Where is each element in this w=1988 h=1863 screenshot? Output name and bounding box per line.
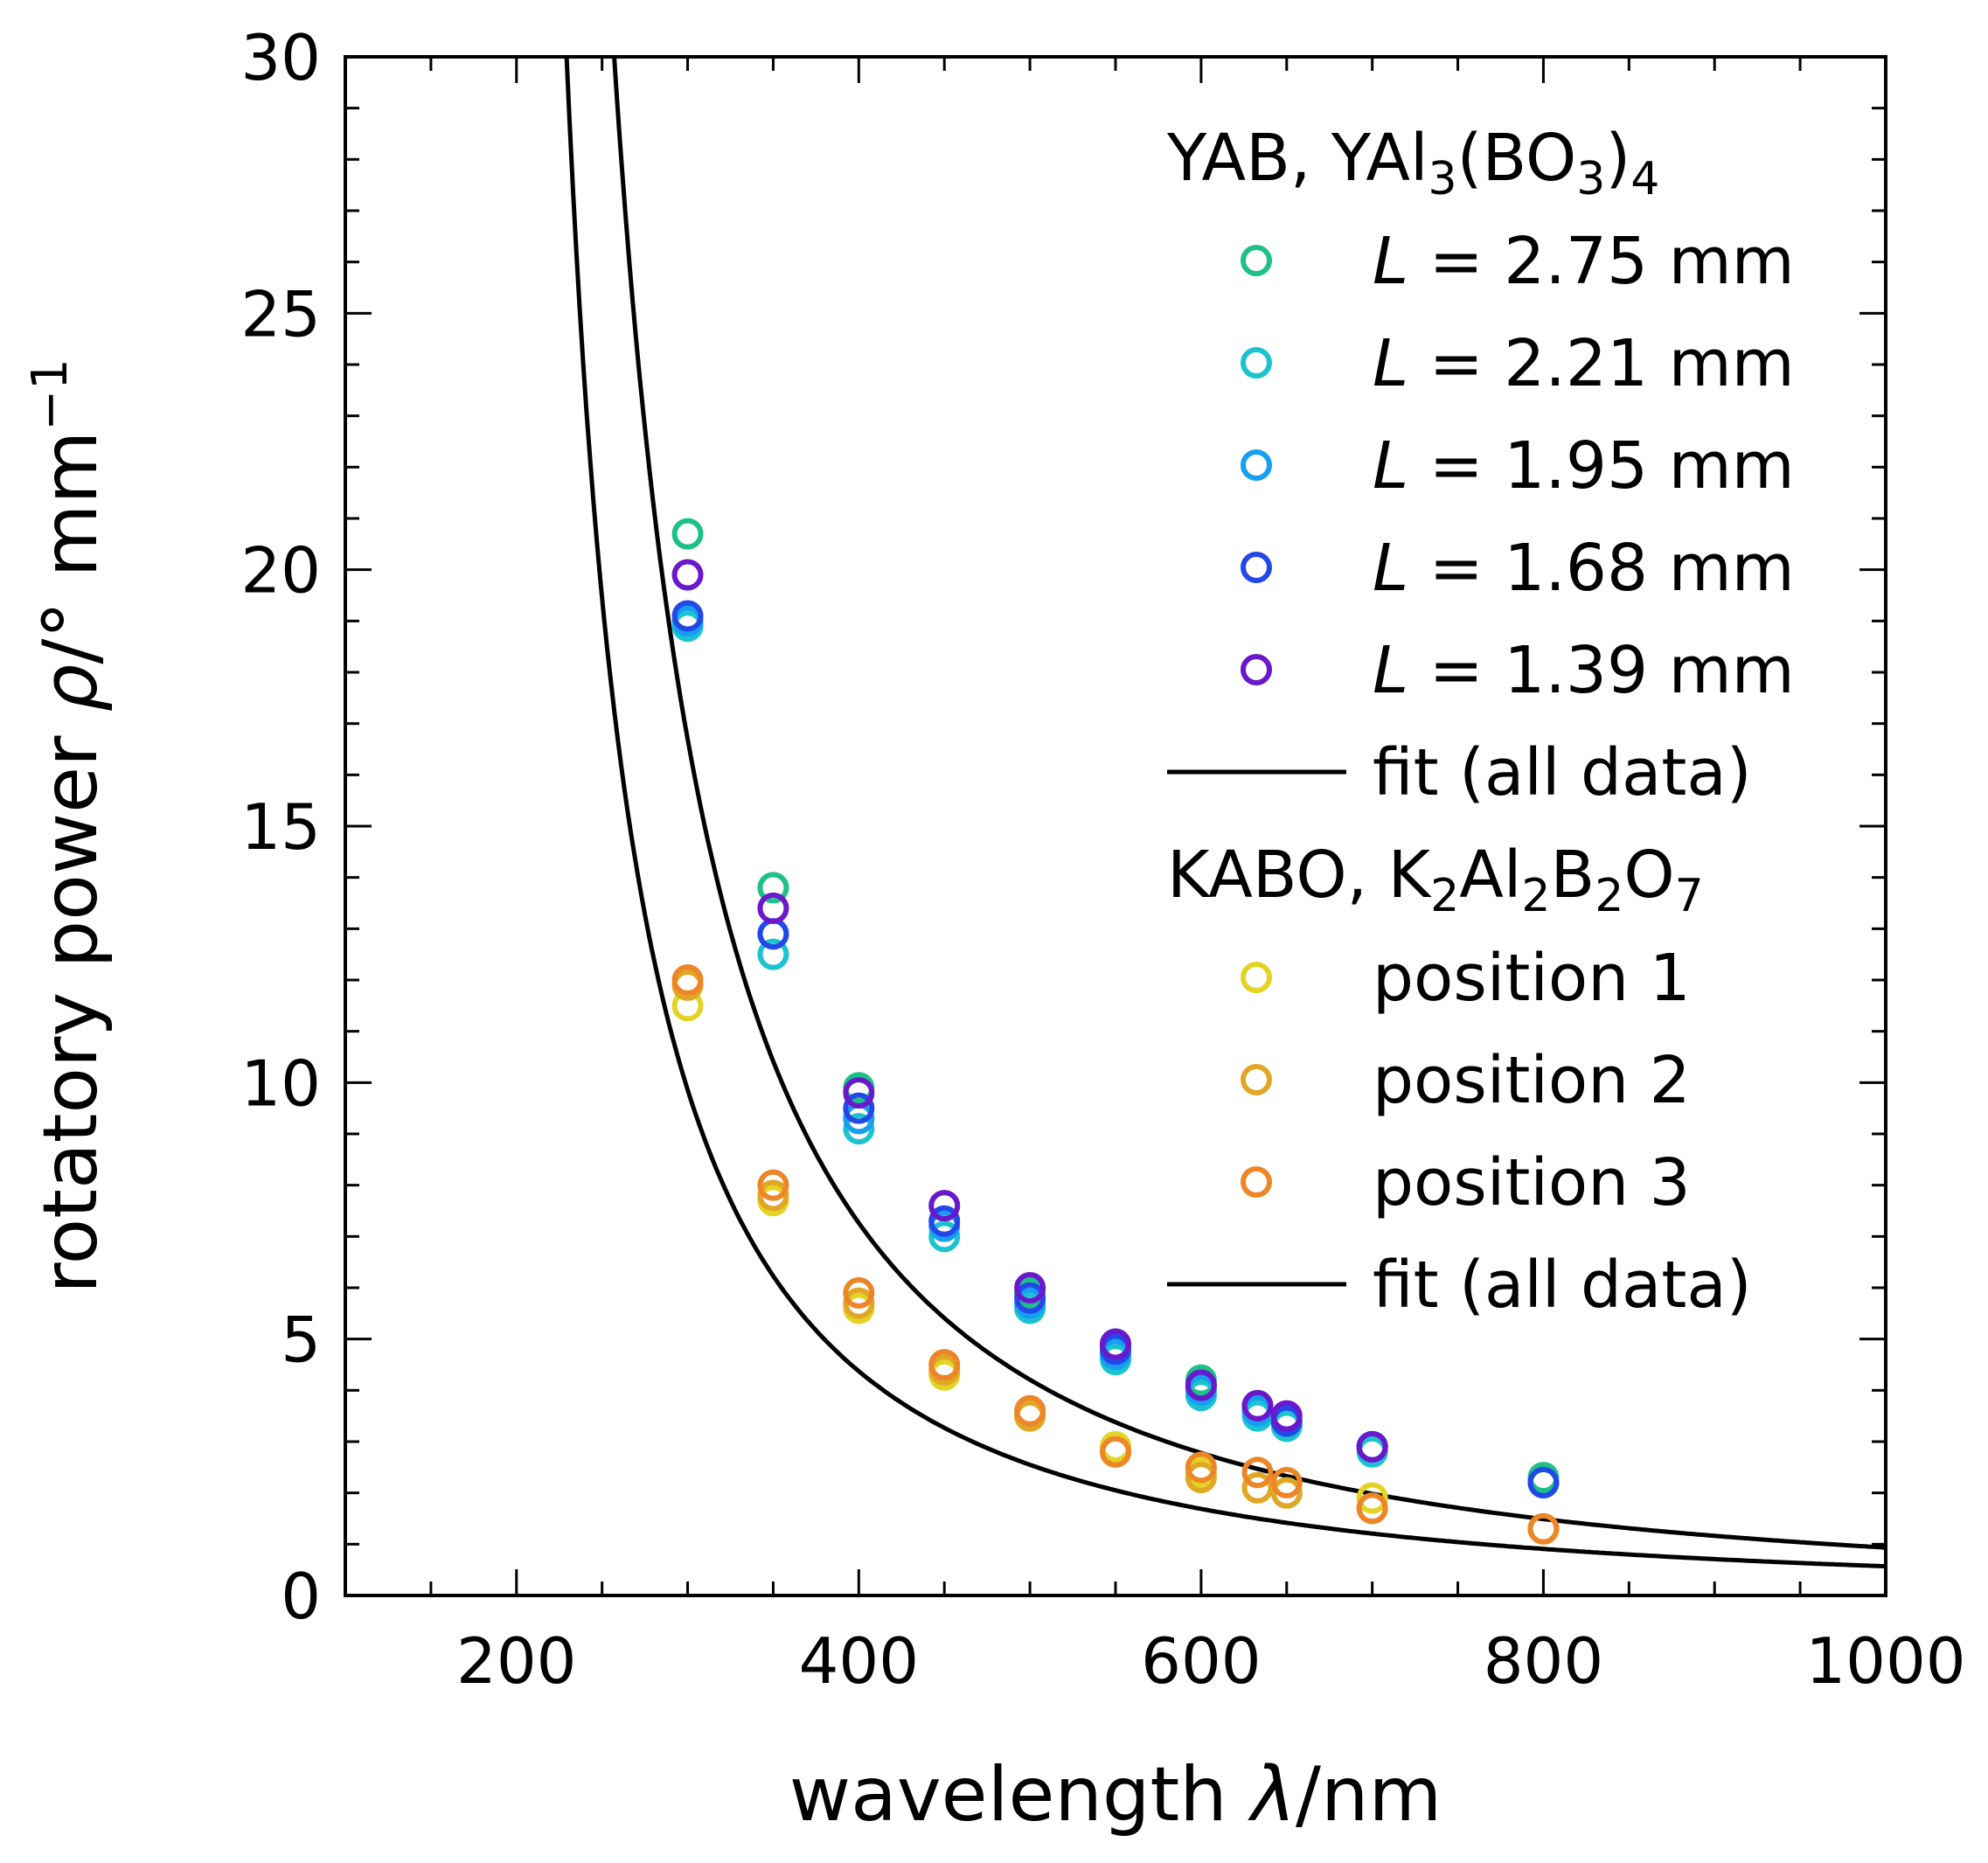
yab-series-4-point <box>1014 1282 1046 1314</box>
kabo-legend-marker-3 <box>1241 1166 1272 1198</box>
yab-legend-label-1: L = 2.75 mm <box>1373 224 1795 299</box>
yab-series-2-point <box>757 938 789 970</box>
yab-series-5-point <box>1270 1400 1303 1432</box>
kabo-legend-fit-label: fit (all data) <box>1373 1248 1752 1323</box>
kabo-legend-title: KABO, K2Al2B2O7 <box>1167 838 1704 922</box>
kabo-fit-curve <box>564 57 1885 1568</box>
yab-legend-marker-4 <box>1241 552 1272 583</box>
yab-series-1-point <box>757 872 789 904</box>
x-tick-label: 200 <box>456 1624 576 1698</box>
kabo-series-3-point <box>1241 1456 1274 1489</box>
yab-series-4-point <box>928 1205 961 1237</box>
kabo-series-3-point <box>843 1276 875 1309</box>
yab-series-2-point <box>928 1220 961 1253</box>
kabo-series-3-point <box>1527 1512 1560 1545</box>
kabo-series-2-point <box>1270 1477 1303 1509</box>
legend: YAB, YAl3(BO3)4 L = 2.75 mm L = 2.21 mm L =… <box>1166 121 1795 1323</box>
kabo-series-2-point <box>1241 1471 1274 1504</box>
x-tick-label: 600 <box>1141 1624 1261 1698</box>
yab-legend-label-3: L = 1.95 mm <box>1373 428 1795 504</box>
kabo-legend-label-2: position 2 <box>1373 1043 1691 1118</box>
kabo-series-3-point <box>757 1169 789 1201</box>
kabo-series-3-point <box>1100 1435 1131 1468</box>
yab-legend-marker-5 <box>1241 654 1272 685</box>
yab-series-4-point <box>671 600 704 632</box>
yab-series-5-point <box>928 1190 961 1222</box>
yab-legend-label-4: L = 1.68 mm <box>1373 531 1795 606</box>
kabo-series-3-point <box>1014 1394 1046 1427</box>
y-tick-label: 30 <box>240 21 321 94</box>
kabo-series-3-point <box>671 964 704 996</box>
kabo-series-3-point <box>1270 1466 1303 1498</box>
data-markers <box>671 518 1560 1545</box>
yab-series-5-point <box>1014 1272 1046 1303</box>
yab-series-5-point <box>1356 1430 1388 1463</box>
y-tick-label: 10 <box>240 1046 321 1120</box>
kabo-legend-label-3: position 3 <box>1373 1145 1691 1220</box>
yab-series-5-point <box>843 1077 875 1109</box>
yab-series-4-point <box>1527 1466 1560 1498</box>
kabo-series-2-point <box>757 1179 789 1212</box>
yab-legend-marker-3 <box>1241 449 1272 481</box>
y-tick-label: 25 <box>240 277 321 351</box>
yab-series-5-point <box>671 559 704 591</box>
tick-labels: 200 400 600 800 1000 0 5 10 15 20 25 30 <box>240 21 1965 1698</box>
yab-legend-marker-1 <box>1241 245 1272 276</box>
y-tick-label: 20 <box>240 534 321 608</box>
kabo-legend-label-1: position 1 <box>1373 941 1691 1016</box>
kabo-series-3-point <box>1356 1492 1388 1525</box>
yab-series-4-point <box>843 1092 875 1124</box>
kabo-series-3-point <box>1185 1451 1217 1484</box>
yab-legend-label-5: L = 1.39 mm <box>1373 633 1795 708</box>
y-axis-title: rotatory power ρ/° mm−1 <box>22 358 115 1294</box>
yab-series-5-point <box>1241 1389 1274 1422</box>
x-axis-title: wavelength λ/nm <box>789 1751 1442 1839</box>
yab-legend-label-2: L = 2.21 mm <box>1373 326 1795 401</box>
kabo-series-2-point <box>1185 1462 1217 1494</box>
kabo-series-3-point <box>928 1349 961 1380</box>
yab-legend-title: YAB, YAl3(BO3)4 <box>1166 121 1659 205</box>
yab-series-5-point <box>1185 1369 1217 1401</box>
y-tick-label: 5 <box>281 1303 321 1377</box>
x-tick-label: 800 <box>1484 1624 1603 1698</box>
x-tick-label: 400 <box>799 1624 919 1698</box>
yab-series-5-point <box>757 892 789 924</box>
kabo-legend-marker-2 <box>1241 1064 1272 1095</box>
y-tick-label: 0 <box>281 1560 321 1633</box>
yab-legend-fit-label: fit (all data) <box>1373 735 1752 810</box>
kabo-series-1-point <box>1356 1482 1388 1514</box>
x-tick-label: 1000 <box>1805 1624 1965 1698</box>
kabo-series-2-point <box>843 1287 875 1319</box>
yab-legend-marker-2 <box>1241 347 1272 379</box>
y-tick-label: 15 <box>240 790 321 864</box>
yab-series-5-point <box>1100 1328 1131 1360</box>
yab-series-1-point <box>671 518 704 550</box>
kabo-legend-marker-1 <box>1241 962 1272 993</box>
yab-series-2-point <box>843 1113 875 1145</box>
plot-frame <box>344 55 1887 1597</box>
